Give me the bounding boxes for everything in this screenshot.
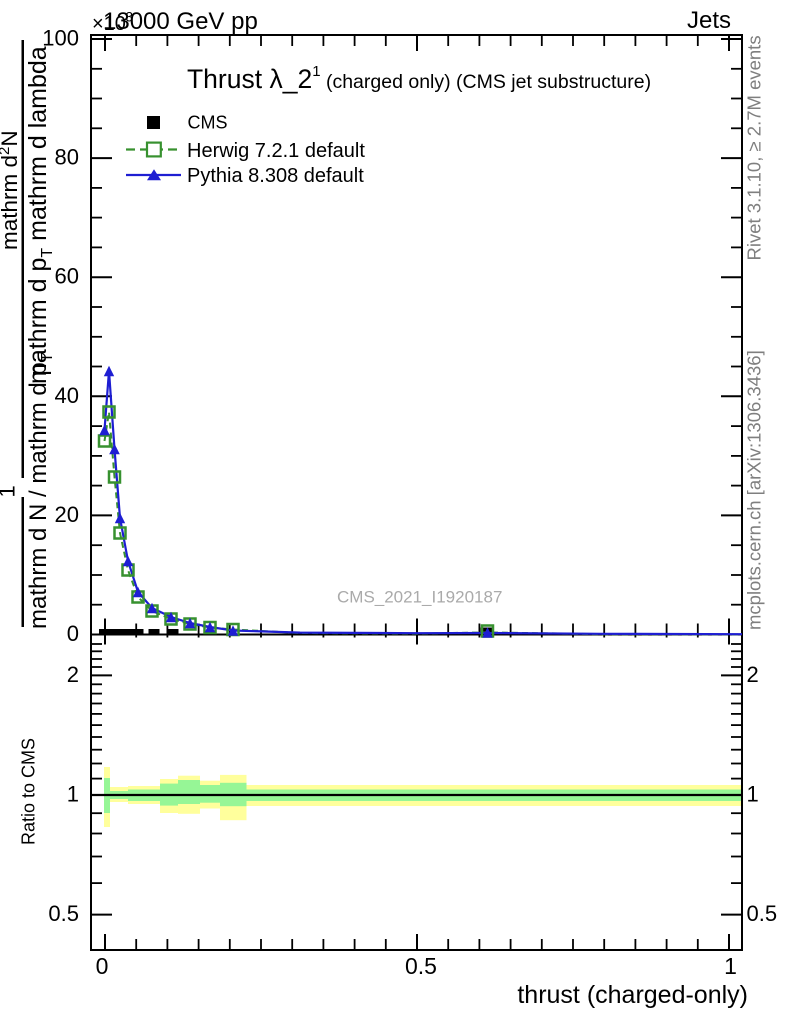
svg-text:2: 2 — [747, 662, 759, 687]
svg-text:Pythia 8.308 default: Pythia 8.308 default — [187, 165, 364, 187]
svg-text:mathrm d2N: mathrm d2N — [0, 130, 22, 250]
svg-text:0: 0 — [96, 953, 109, 979]
svg-text:1: 1 — [724, 953, 737, 979]
svg-text:3: 3 — [126, 10, 134, 25]
svg-text:0.5: 0.5 — [48, 901, 79, 926]
svg-text:80: 80 — [55, 145, 79, 170]
svg-text:13000 GeV pp: 13000 GeV pp — [103, 8, 258, 35]
svg-text:0.5: 0.5 — [747, 901, 778, 926]
svg-text:mcplots.cern.ch [arXiv:1306.34: mcplots.cern.ch [arXiv:1306.3436] — [744, 350, 765, 630]
svg-text:Jets: Jets — [687, 7, 731, 34]
svg-text:×10: ×10 — [92, 13, 126, 35]
svg-text:CMS_2021_I1920187: CMS_2021_I1920187 — [337, 588, 502, 607]
svg-text:0.5: 0.5 — [405, 953, 437, 979]
svg-text:1: 1 — [747, 782, 759, 807]
svg-text:1: 1 — [67, 782, 79, 807]
svg-text:mathrm d pT mathrm d lambda: mathrm d pT mathrm d lambda — [24, 46, 56, 384]
svg-text:40: 40 — [55, 383, 79, 408]
svg-text:mathrm d N / mathrm d pT: mathrm d N / mathrm d pT — [25, 352, 56, 629]
svg-text:20: 20 — [55, 502, 79, 527]
svg-text:2: 2 — [67, 662, 79, 687]
svg-text:thrust (charged-only): thrust (charged-only) — [517, 981, 748, 1009]
svg-text:1: 1 — [0, 485, 20, 497]
svg-text:Ratio to CMS: Ratio to CMS — [19, 738, 39, 845]
svg-text:Rivet 3.1.10, ≥ 2.7M events: Rivet 3.1.10, ≥ 2.7M events — [744, 35, 765, 260]
svg-text:CMS: CMS — [188, 113, 228, 133]
svg-text:Thrust λ_21 (charged only) (CM: Thrust λ_21 (charged only) (CMS jet subs… — [187, 63, 651, 94]
svg-text:60: 60 — [55, 264, 79, 289]
svg-text:100: 100 — [42, 26, 79, 51]
svg-text:Herwig 7.2.1 default: Herwig 7.2.1 default — [187, 140, 365, 162]
svg-text:0: 0 — [67, 621, 79, 646]
